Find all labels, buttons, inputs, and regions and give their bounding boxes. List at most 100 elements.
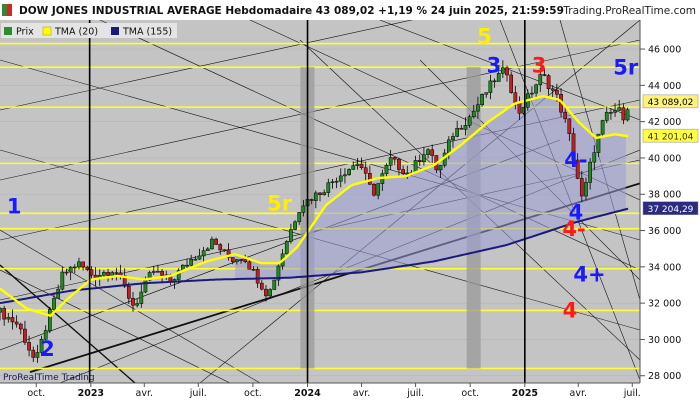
x-tick-label: juil. [189, 388, 207, 399]
candle-body [301, 205, 306, 213]
y-tick-label: 38 000 [648, 190, 681, 201]
x-tick-label: oct. [27, 388, 45, 399]
candle-body [255, 269, 260, 284]
candle-body [35, 352, 40, 358]
candle-body [467, 116, 472, 126]
candle-body [151, 271, 156, 273]
channel-line-decline [0, 264, 136, 384]
candle-body [513, 92, 518, 103]
candle-body [72, 266, 77, 269]
price-badge-label: 37 204,29 [648, 205, 694, 215]
price-badge [642, 128, 699, 143]
candle-body [392, 157, 397, 160]
wave-label: 5 [477, 25, 492, 49]
candle-body [455, 127, 459, 137]
candle-body [114, 272, 119, 274]
y-tick-label: 44 000 [648, 81, 681, 92]
candle-body [210, 238, 214, 250]
candle-body [534, 84, 538, 94]
candle-body [592, 152, 597, 163]
legend-tma20-swatch [42, 26, 52, 36]
x-tick-label: 2024 [294, 388, 321, 399]
candle-body [571, 133, 576, 161]
trend-line [0, 229, 261, 384]
candle-body [14, 321, 19, 325]
candle-body [417, 160, 422, 163]
candle-body [156, 271, 160, 273]
price-badge [642, 94, 699, 109]
price-badge-label: 43 089,02 [648, 98, 694, 108]
y-tick-label: 40 000 [648, 153, 681, 164]
candle-body [2, 308, 7, 320]
legend-prix-label: Prix [16, 27, 34, 38]
candle-body [48, 309, 52, 331]
wave-label: 5r [613, 55, 639, 79]
candle-body [604, 112, 609, 121]
candle-body [579, 178, 584, 197]
candle-body [405, 172, 410, 175]
candle-body [60, 271, 65, 290]
candle-body [401, 169, 405, 174]
candle-body [538, 74, 543, 86]
candle-body [102, 272, 106, 276]
candle-body [501, 67, 505, 74]
x-tick-label: juil. [406, 388, 424, 399]
x-tick-label: oct. [461, 388, 479, 399]
candle-body [135, 303, 139, 306]
candle-body [505, 67, 509, 76]
candle-body [309, 199, 314, 201]
y-tick-label: 42 000 [648, 117, 681, 128]
wave-label: 5r [267, 192, 293, 216]
legend-tma155-label: TMA (155) [122, 27, 172, 38]
candle-body [363, 167, 368, 174]
candle-body [509, 74, 514, 93]
candle-body [480, 94, 484, 105]
candle-body [600, 120, 605, 135]
candle-body [596, 133, 601, 153]
channel-fill-layer [235, 96, 626, 280]
trend-line [379, 19, 641, 121]
candle-body [139, 291, 144, 304]
candle-body [488, 80, 493, 93]
watermark: ProRealTime Trading [3, 373, 95, 383]
wave-label: 2 [40, 337, 55, 361]
candle-body [160, 271, 164, 276]
candle-body [176, 270, 181, 280]
candle-body [189, 259, 194, 266]
wave-label: 4+ [573, 262, 605, 286]
candle-body [555, 89, 559, 95]
candle-body [205, 248, 210, 251]
x-tick-label: 2023 [78, 388, 104, 399]
candle-body [318, 192, 322, 195]
candle-body [235, 259, 239, 262]
candle-body [359, 163, 364, 169]
candle-body [376, 183, 381, 196]
candle-body [613, 110, 617, 113]
candle-body [259, 282, 264, 290]
candle-body [31, 349, 36, 358]
price-badges: 43 089,02 41 201,04 37 204,29 [642, 94, 699, 215]
candle-body [372, 184, 376, 196]
candle-body [326, 182, 331, 193]
candle-body [584, 182, 588, 197]
candle-body [106, 272, 110, 276]
candle-body [322, 192, 327, 195]
candle-body [251, 268, 256, 271]
candle-body [617, 107, 622, 111]
candle-body [496, 73, 501, 82]
candle-body [567, 118, 572, 134]
wave-label: 4 [569, 201, 584, 225]
channel-fill [235, 96, 626, 280]
wave-label: 4- [564, 148, 587, 172]
candle-body [384, 165, 389, 174]
candle-body [27, 342, 31, 351]
candle-body [476, 104, 480, 112]
candle-body [368, 173, 372, 185]
candle-body [343, 174, 347, 177]
legend-tma20-label: TMA (20) [54, 27, 98, 38]
time-axis-ticks: oct. 2023 avr. juil. oct. 2024 avr. juil. oct. 20… [27, 383, 641, 399]
price-badge [642, 201, 699, 215]
